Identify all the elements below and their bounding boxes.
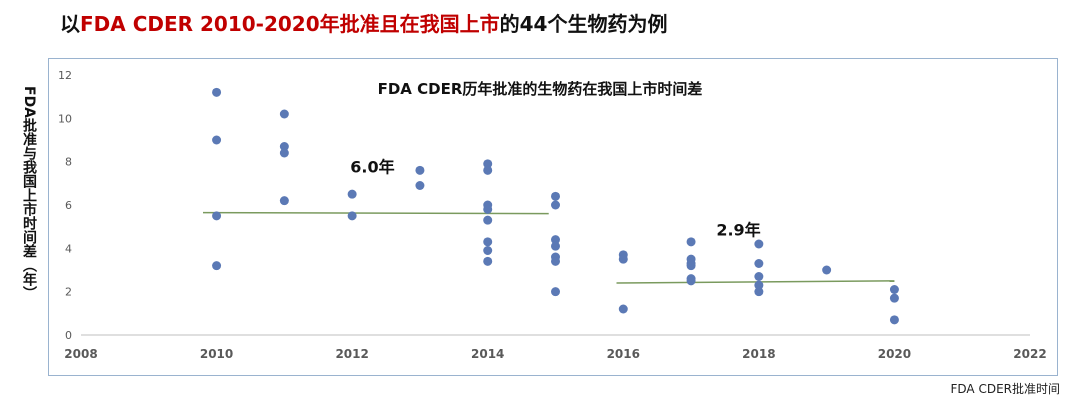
data-point <box>754 259 764 268</box>
axes: 2008 2010 2012 2014 2016 2018 2020 2022 0 2 4 6 8 10 1… <box>58 69 1047 361</box>
data-point <box>889 285 899 294</box>
data-point <box>212 135 222 145</box>
trend-line <box>616 280 895 284</box>
x-tick-label: 2016 <box>607 347 640 361</box>
x-tick-label: 2008 <box>64 347 97 361</box>
annotation-label: 6.0年 <box>350 158 394 177</box>
data-point <box>483 246 493 255</box>
x-tick-label: 2022 <box>1013 347 1046 361</box>
data-point <box>483 256 493 266</box>
data-point <box>686 276 696 286</box>
data-point <box>279 109 289 119</box>
data-point <box>822 265 832 275</box>
x-tick-label: 2020 <box>878 347 911 361</box>
x-tick-label: 2014 <box>471 347 504 361</box>
y-tick-label: 2 <box>65 286 72 299</box>
x-tick-label: 2010 <box>200 347 233 361</box>
data-point <box>618 254 628 264</box>
y-tick-label: 8 <box>65 156 72 169</box>
y-tick-label: 10 <box>58 112 72 125</box>
page-title: 以FDA CDER 2010-2020年批准且在我国上市的44个生物药为例 <box>60 8 667 37</box>
data-point <box>415 181 425 190</box>
annotation-label: 2.9年 <box>716 220 760 239</box>
x-axis-label: FDA CDER批准时间 <box>950 382 1061 396</box>
data-point <box>551 191 560 201</box>
data-point <box>551 235 560 245</box>
data-point <box>889 315 899 325</box>
title-prefix: 以 <box>60 12 80 36</box>
data-point <box>483 159 493 169</box>
data-point <box>618 304 628 314</box>
data-point <box>754 239 764 249</box>
data-point <box>754 272 764 281</box>
data-points <box>212 87 899 325</box>
y-tick-label: 4 <box>65 242 72 255</box>
data-point <box>347 189 357 199</box>
data-point <box>889 293 899 303</box>
data-point <box>415 165 425 175</box>
trend-line <box>203 211 549 215</box>
data-point <box>483 237 493 247</box>
data-point <box>686 261 696 271</box>
trend-lines <box>203 211 895 284</box>
title-suffix: 的44个生物药为例 <box>499 12 668 36</box>
title-highlight: FDA CDER 2010-2020年批准且在我国上市 <box>80 12 500 36</box>
y-tick-label: 12 <box>58 69 72 82</box>
data-point <box>212 211 222 221</box>
data-point <box>483 165 493 175</box>
data-point <box>212 261 222 271</box>
data-point <box>279 148 289 158</box>
y-tick-label: 0 <box>65 329 72 342</box>
chart-title: FDA CDER历年批准的生物药在我国上市时间差 <box>378 80 703 98</box>
data-point <box>551 256 560 266</box>
x-tick-label: 2018 <box>742 347 775 361</box>
data-point <box>483 215 493 225</box>
data-point <box>754 287 764 297</box>
data-point <box>551 200 560 210</box>
data-point <box>686 237 696 247</box>
data-point <box>483 204 493 214</box>
data-point <box>279 142 289 151</box>
data-point <box>212 87 222 97</box>
y-tick-label: 6 <box>65 199 72 212</box>
data-point <box>754 280 764 290</box>
chart-labels: FDA CDER历年批准的生物药在我国上市时间差 6.0年 2.9年 <box>350 80 760 239</box>
data-point <box>279 196 289 206</box>
data-point <box>551 241 560 251</box>
x-tick-label: 2012 <box>335 347 368 361</box>
chart-frame <box>48 58 1058 376</box>
data-point <box>347 211 357 221</box>
data-point <box>551 287 560 297</box>
y-axis-label: FDA批准与我国上市时间差（年） <box>21 86 37 301</box>
